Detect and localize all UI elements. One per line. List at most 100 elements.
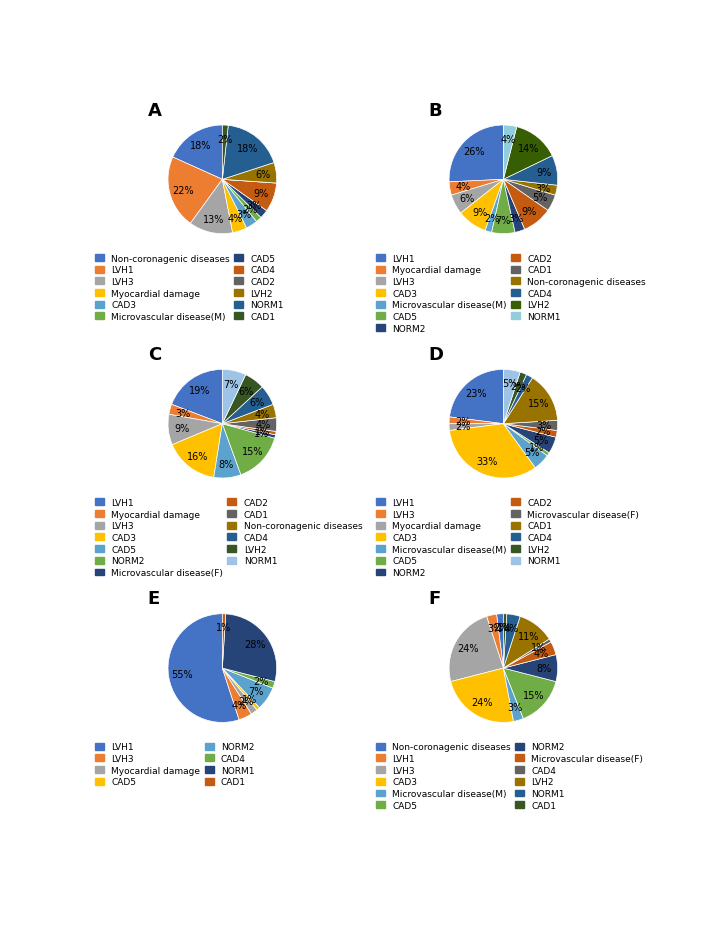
- Text: 9%: 9%: [522, 207, 537, 216]
- Text: 3%: 3%: [507, 702, 523, 712]
- Wedge shape: [169, 405, 222, 424]
- Text: 2%: 2%: [515, 384, 531, 393]
- Legend: LVH1, LVH3, Myocardial damage, CAD5, NORM2, CAD4, NORM1, CAD1: LVH1, LVH3, Myocardial damage, CAD5, NOR…: [93, 740, 256, 788]
- Wedge shape: [222, 668, 257, 714]
- Text: 11%: 11%: [518, 631, 539, 641]
- Text: 2%: 2%: [253, 676, 269, 686]
- Text: 24%: 24%: [457, 644, 479, 653]
- Wedge shape: [190, 180, 233, 234]
- Wedge shape: [222, 424, 276, 435]
- Wedge shape: [449, 180, 503, 196]
- Wedge shape: [168, 614, 239, 723]
- Text: 1%: 1%: [216, 622, 232, 633]
- Text: 9%: 9%: [253, 189, 268, 198]
- Legend: Non-coronagenic diseases, LVH1, LVH3, Myocardial damage, CAD3, Microvascular dis: Non-coronagenic diseases, LVH1, LVH3, My…: [93, 253, 286, 324]
- Wedge shape: [222, 405, 276, 424]
- Text: 2%: 2%: [536, 427, 551, 437]
- Wedge shape: [503, 370, 520, 424]
- Wedge shape: [222, 418, 277, 432]
- Legend: Non-coronagenic diseases, LVH1, LVH3, CAD3, Microvascular disease(M), CAD5, NORM: Non-coronagenic diseases, LVH1, LVH3, CA…: [374, 740, 645, 812]
- Wedge shape: [461, 180, 503, 231]
- Text: 19%: 19%: [188, 386, 210, 396]
- Wedge shape: [222, 180, 246, 233]
- Wedge shape: [222, 668, 260, 710]
- Text: 6%: 6%: [459, 194, 475, 204]
- Text: 9%: 9%: [472, 208, 487, 218]
- Wedge shape: [503, 614, 507, 668]
- Text: 24%: 24%: [471, 697, 492, 708]
- Wedge shape: [168, 415, 222, 446]
- Legend: LVH1, Myocardial damage, LVH3, CAD3, CAD5, NORM2, Microvascular disease(F), CAD2: LVH1, Myocardial damage, LVH3, CAD3, CAD…: [93, 497, 364, 579]
- Wedge shape: [222, 126, 274, 180]
- Wedge shape: [168, 158, 222, 224]
- Text: 6%: 6%: [249, 398, 265, 408]
- Text: C: C: [148, 345, 161, 363]
- Text: 5%: 5%: [502, 379, 518, 389]
- Wedge shape: [222, 424, 275, 439]
- Text: 3%: 3%: [246, 201, 261, 212]
- Text: 1%: 1%: [254, 429, 270, 439]
- Wedge shape: [222, 375, 262, 424]
- Text: 2%: 2%: [239, 696, 254, 707]
- Wedge shape: [503, 421, 558, 431]
- Wedge shape: [503, 424, 547, 468]
- Text: 22%: 22%: [172, 185, 194, 196]
- Wedge shape: [503, 180, 525, 233]
- Wedge shape: [503, 156, 558, 186]
- Text: 26%: 26%: [463, 147, 485, 157]
- Wedge shape: [222, 668, 275, 688]
- Text: 8%: 8%: [219, 460, 234, 470]
- Text: 4%: 4%: [501, 135, 516, 145]
- Legend: LVH1, Myocardial damage, LVH3, CAD3, Microvascular disease(M), CAD5, NORM2, CAD2: LVH1, Myocardial damage, LVH3, CAD3, Mic…: [374, 253, 648, 335]
- Wedge shape: [452, 180, 503, 213]
- Wedge shape: [503, 424, 549, 456]
- Wedge shape: [222, 668, 273, 708]
- Wedge shape: [450, 370, 503, 424]
- Wedge shape: [503, 668, 556, 719]
- Wedge shape: [451, 668, 513, 723]
- Text: 9%: 9%: [174, 424, 190, 433]
- Wedge shape: [503, 125, 517, 180]
- Text: 4%: 4%: [456, 183, 471, 192]
- Text: 9%: 9%: [536, 168, 551, 178]
- Text: 5%: 5%: [533, 435, 549, 446]
- Text: 4%: 4%: [228, 213, 243, 224]
- Text: B: B: [429, 101, 442, 120]
- Wedge shape: [503, 180, 557, 196]
- Wedge shape: [503, 424, 557, 438]
- Text: 2%: 2%: [484, 214, 500, 225]
- Text: 7%: 7%: [224, 380, 239, 389]
- Text: 3%: 3%: [236, 210, 252, 219]
- Text: 1%: 1%: [530, 442, 544, 452]
- Wedge shape: [503, 614, 520, 668]
- Text: 3%: 3%: [508, 213, 523, 224]
- Text: 1%: 1%: [241, 694, 257, 704]
- Text: 6%: 6%: [239, 387, 254, 397]
- Text: 15%: 15%: [523, 690, 544, 700]
- Text: 4%: 4%: [232, 700, 247, 710]
- Wedge shape: [222, 180, 277, 183]
- Wedge shape: [222, 614, 226, 668]
- Text: 1%: 1%: [255, 426, 270, 436]
- Text: A: A: [148, 101, 161, 120]
- Wedge shape: [222, 388, 273, 424]
- Wedge shape: [485, 180, 503, 233]
- Text: 33%: 33%: [476, 457, 498, 466]
- Text: 7%: 7%: [496, 216, 511, 226]
- Wedge shape: [222, 180, 261, 222]
- Wedge shape: [503, 180, 555, 211]
- Wedge shape: [222, 164, 277, 183]
- Wedge shape: [503, 127, 552, 180]
- Wedge shape: [503, 642, 556, 668]
- Text: F: F: [429, 590, 441, 607]
- Text: 15%: 15%: [527, 399, 549, 408]
- Wedge shape: [449, 125, 503, 183]
- Text: 13%: 13%: [202, 215, 224, 225]
- Wedge shape: [503, 424, 556, 453]
- Wedge shape: [222, 668, 251, 720]
- Text: 2%: 2%: [493, 622, 508, 633]
- Wedge shape: [449, 424, 503, 431]
- Wedge shape: [503, 639, 551, 668]
- Wedge shape: [214, 424, 241, 478]
- Wedge shape: [503, 655, 558, 681]
